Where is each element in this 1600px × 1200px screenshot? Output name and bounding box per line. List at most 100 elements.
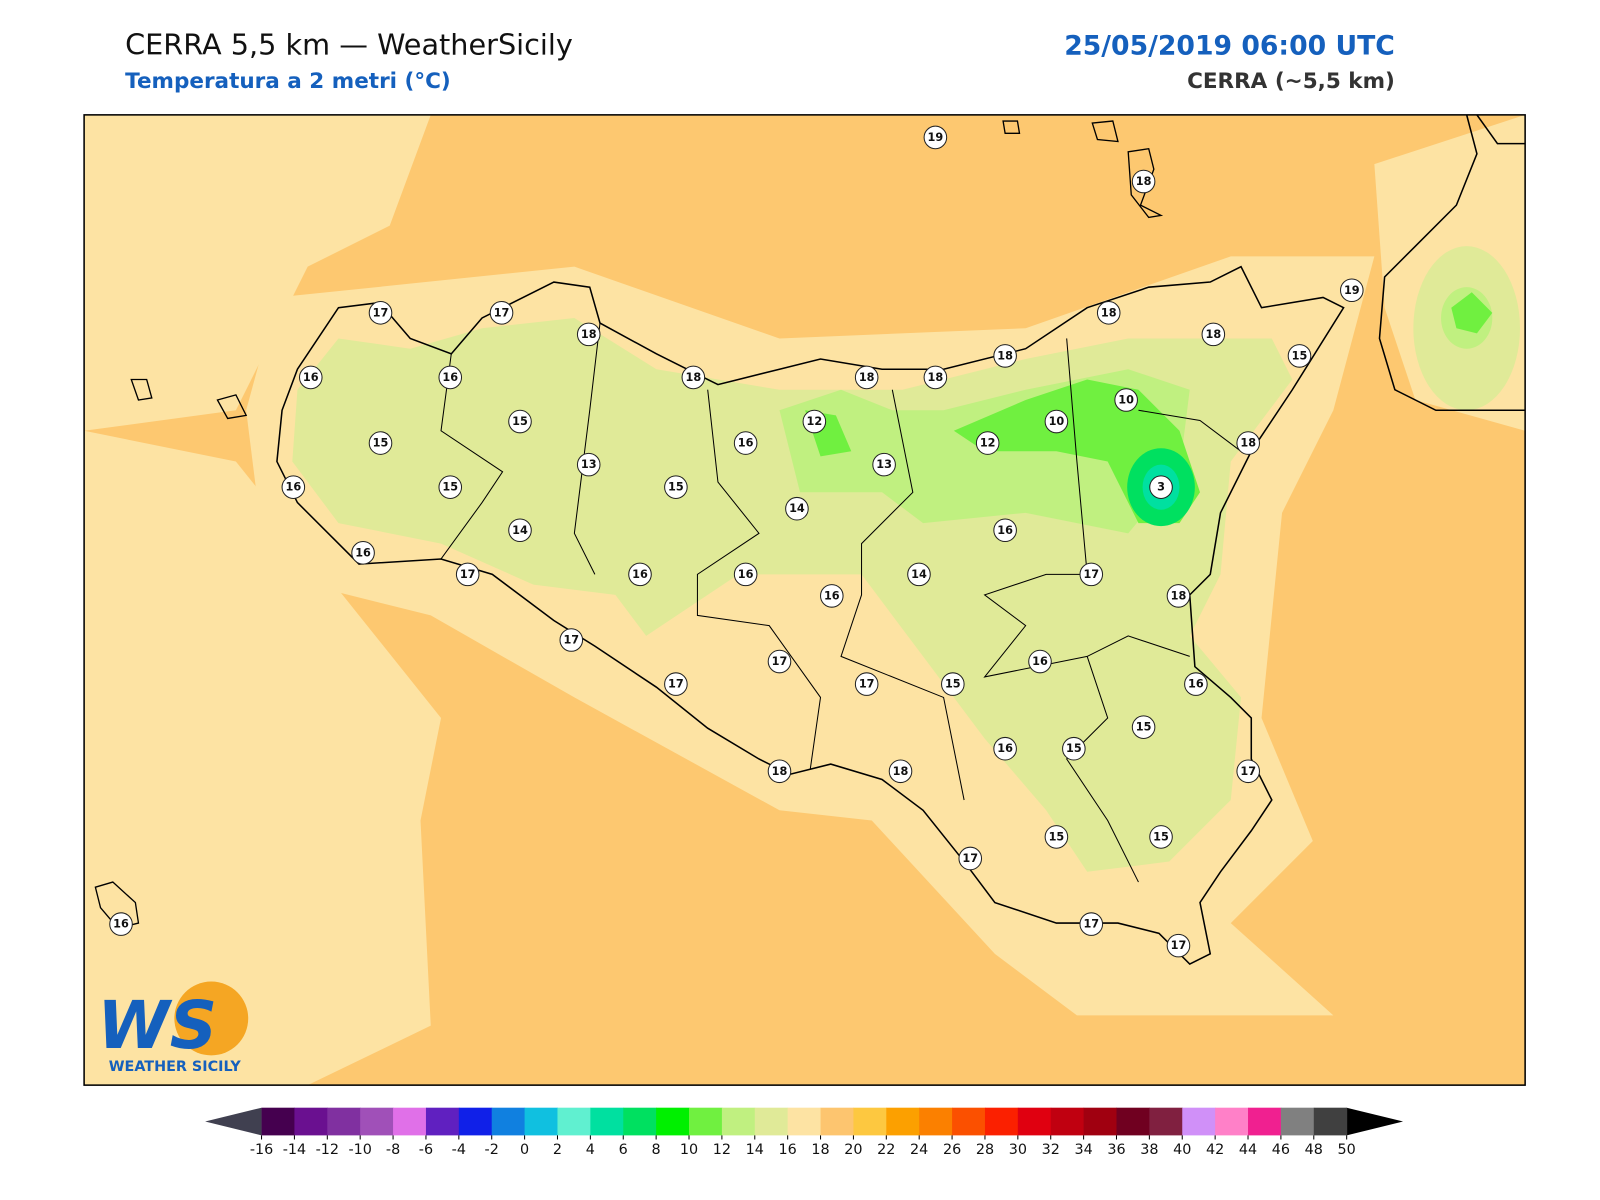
- colorbar-bin: [1116, 1107, 1150, 1136]
- station-marker: [664, 672, 688, 696]
- station-marker: [941, 672, 965, 696]
- colorbar-bin: [952, 1107, 986, 1136]
- station-marker: [681, 365, 706, 390]
- stations: 19 18 19 17 17 18 18 18 15 16 16 18 18 18 18 10 10 12 15 15…: [109, 125, 1364, 958]
- station-marker: [888, 759, 913, 784]
- station-value: 16: [1188, 678, 1204, 691]
- colorbar-bin: [590, 1107, 624, 1136]
- colorbar-tick-label: 48: [1305, 1142, 1323, 1158]
- station-value: 18: [928, 371, 944, 384]
- colorbar-tick-label: 38: [1140, 1142, 1158, 1158]
- station-marker: [1131, 715, 1156, 739]
- station-value: 17: [373, 306, 389, 319]
- station-value: 17: [772, 655, 788, 668]
- colorbar-bin: [1050, 1107, 1085, 1136]
- colorbar-tick-label: 30: [1009, 1142, 1027, 1158]
- station-value: 15: [1153, 830, 1169, 843]
- coastline-calabria: [1378, 114, 1526, 412]
- station-marker: [1079, 562, 1104, 587]
- station-value: 10: [1118, 394, 1134, 407]
- station-marker: [1044, 825, 1069, 849]
- station-marker: [907, 562, 931, 587]
- station-marker: [489, 301, 514, 325]
- station-marker: [368, 431, 393, 455]
- colorbar-under: [205, 1107, 262, 1136]
- colorbar-tick-label: -16: [250, 1142, 273, 1158]
- station-marker: [508, 409, 532, 434]
- station-marker: [1062, 736, 1086, 761]
- station-value: 18: [1136, 175, 1152, 188]
- colorbar-tick-label: 18: [811, 1142, 829, 1158]
- colorbar-bin: [1017, 1107, 1052, 1136]
- colorbar-bin: [721, 1107, 756, 1136]
- colorbar-tick-label: 16: [779, 1142, 797, 1158]
- station-value: 15: [512, 415, 528, 428]
- station-value: 17: [494, 306, 510, 319]
- colorbar-bin: [1215, 1107, 1249, 1136]
- station-value: 17: [1083, 568, 1099, 581]
- source: CERRA (~5,5 km): [1187, 69, 1395, 94]
- colorbar-tick-label: -12: [316, 1142, 339, 1158]
- colorbar-bin: [689, 1107, 723, 1136]
- colorbar-bin: [458, 1107, 493, 1136]
- colorbar-bin: [393, 1107, 427, 1136]
- station-value: 18: [581, 328, 597, 341]
- colorbar-tick-label: 36: [1107, 1142, 1125, 1158]
- station-value: 17: [563, 634, 579, 647]
- station-marker: [281, 475, 306, 499]
- colorbar-tick-label: 12: [713, 1142, 731, 1158]
- colorbar-bin: [787, 1107, 822, 1136]
- station-marker: [993, 344, 1017, 368]
- colorbar-bin: [1280, 1107, 1315, 1136]
- station-value: 15: [1292, 349, 1308, 362]
- station-marker: [1339, 278, 1364, 303]
- station-value: 16: [285, 481, 301, 494]
- station-marker: [854, 365, 879, 390]
- station-marker: [975, 431, 1000, 455]
- colorbar-tick-label: 34: [1074, 1142, 1092, 1158]
- station-value: 14: [512, 524, 528, 537]
- logo-text: WEATHER SICILY: [109, 1059, 242, 1075]
- station-value: 16: [997, 524, 1013, 537]
- station-value: 16: [738, 568, 754, 581]
- station-value: 16: [997, 742, 1013, 755]
- station-value: 18: [772, 765, 788, 778]
- station-value: 15: [945, 678, 961, 691]
- colorbar-tick-label: 20: [844, 1142, 862, 1158]
- station-marker: [576, 452, 601, 477]
- station-marker: [109, 912, 133, 936]
- subtitle: Temperatura a 2 metri (°C): [125, 69, 451, 94]
- colorbar-bin: [294, 1107, 328, 1136]
- colorbar-tick-label: 28: [976, 1142, 994, 1158]
- colorbar-tick-label: 22: [877, 1142, 895, 1158]
- field-light: [84, 430, 442, 1086]
- station-marker: [802, 409, 827, 434]
- station-value: 19: [1344, 284, 1360, 297]
- colorbar-bin: [261, 1107, 295, 1136]
- station-marker: [1149, 825, 1173, 849]
- station-value: 13: [581, 458, 597, 471]
- station-marker: [958, 846, 983, 871]
- colorbar-tick-label: 44: [1239, 1142, 1257, 1158]
- station-marker: [298, 365, 323, 390]
- colorbar-tick-label: 10: [680, 1142, 698, 1158]
- colorbar-bin: [919, 1107, 953, 1136]
- station-marker: [1236, 431, 1260, 455]
- colorbar-bin: [820, 1107, 854, 1136]
- colorbar-tick-label: 32: [1042, 1142, 1060, 1158]
- station-value: 15: [373, 437, 389, 450]
- colorbar-bin: [1083, 1107, 1118, 1136]
- station-marker: [733, 431, 758, 455]
- colorbar-bin: [1248, 1107, 1282, 1136]
- station-marker: [767, 649, 792, 674]
- station-value: 17: [1171, 939, 1187, 952]
- colorbar-tick-label: 8: [652, 1142, 661, 1158]
- colorbar-bin: [886, 1107, 920, 1136]
- colorbar-tick-label: 24: [910, 1142, 928, 1158]
- colorbar-tick-label: 2: [553, 1142, 562, 1158]
- station-marker: [1131, 169, 1156, 194]
- station-marker: [1028, 649, 1052, 674]
- colorbar-bin: [656, 1107, 690, 1136]
- colorbar-bin: [360, 1107, 394, 1136]
- station-marker: [1079, 912, 1104, 936]
